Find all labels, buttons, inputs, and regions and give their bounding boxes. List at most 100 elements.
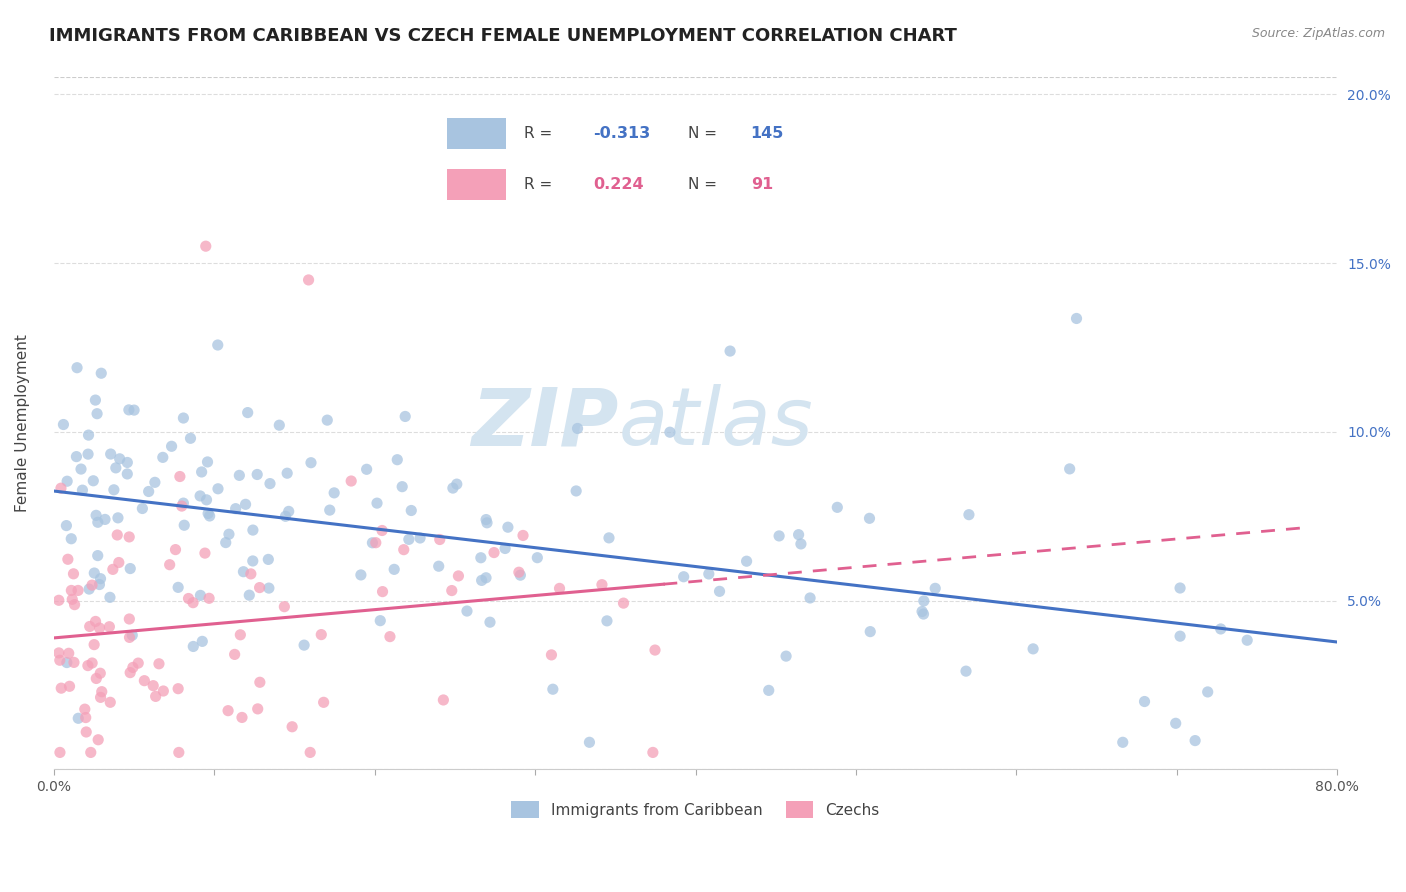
Point bbox=[89, 666, 111, 681]
Point bbox=[118, 403, 141, 417]
Point bbox=[378, 630, 401, 644]
Point bbox=[195, 492, 218, 507]
Point bbox=[77, 447, 100, 461]
Point bbox=[77, 582, 100, 596]
Point bbox=[48, 593, 70, 607]
Point bbox=[249, 675, 271, 690]
Point bbox=[80, 746, 103, 760]
Point bbox=[470, 550, 492, 565]
Point bbox=[100, 447, 122, 461]
Point bbox=[84, 672, 107, 686]
Point bbox=[118, 530, 141, 544]
Point bbox=[67, 711, 90, 725]
Point bbox=[152, 450, 174, 465]
Point bbox=[475, 516, 498, 530]
Point bbox=[84, 393, 107, 408]
Text: atlas: atlas bbox=[619, 384, 813, 462]
Point bbox=[398, 533, 420, 547]
Point bbox=[697, 566, 720, 581]
Point bbox=[197, 455, 219, 469]
Point bbox=[142, 679, 165, 693]
Point bbox=[75, 710, 97, 724]
Point bbox=[1168, 629, 1191, 643]
Point bbox=[173, 518, 195, 533]
Point bbox=[859, 624, 882, 639]
Point bbox=[190, 465, 212, 479]
Point bbox=[277, 504, 299, 518]
Point bbox=[58, 646, 80, 660]
Point bbox=[1197, 685, 1219, 699]
Point bbox=[790, 537, 813, 551]
Point bbox=[207, 338, 229, 352]
Point bbox=[440, 583, 463, 598]
Point bbox=[368, 614, 391, 628]
Point bbox=[118, 612, 141, 626]
Point bbox=[494, 541, 516, 556]
Point bbox=[709, 584, 731, 599]
Point bbox=[225, 501, 247, 516]
Point bbox=[371, 524, 394, 538]
Point bbox=[1133, 694, 1156, 708]
Point bbox=[246, 467, 269, 482]
Point bbox=[799, 591, 821, 605]
Point bbox=[104, 461, 127, 475]
Point bbox=[456, 604, 478, 618]
Legend: Immigrants from Caribbean, Czechs: Immigrants from Caribbean, Czechs bbox=[505, 795, 886, 824]
Point bbox=[89, 577, 111, 591]
Point bbox=[80, 578, 103, 592]
Point bbox=[475, 512, 498, 526]
Point bbox=[565, 483, 588, 498]
Point bbox=[165, 542, 187, 557]
Point bbox=[90, 690, 112, 705]
Point bbox=[340, 474, 363, 488]
Point bbox=[49, 481, 72, 495]
Point bbox=[49, 746, 72, 760]
Point bbox=[1236, 633, 1258, 648]
Point bbox=[475, 571, 498, 585]
Point bbox=[191, 634, 214, 648]
Point bbox=[75, 725, 97, 739]
Point bbox=[429, 533, 451, 547]
Point bbox=[242, 523, 264, 537]
Point bbox=[98, 591, 121, 605]
Point bbox=[641, 746, 664, 760]
Point bbox=[90, 684, 112, 698]
Point bbox=[427, 559, 450, 574]
Point bbox=[229, 628, 252, 642]
Point bbox=[612, 596, 634, 610]
Point bbox=[117, 455, 139, 469]
Point bbox=[83, 638, 105, 652]
Point bbox=[319, 503, 342, 517]
Point bbox=[120, 561, 142, 575]
Point bbox=[392, 542, 415, 557]
Point bbox=[232, 565, 254, 579]
Point bbox=[138, 484, 160, 499]
Point bbox=[87, 732, 110, 747]
Point bbox=[108, 451, 131, 466]
Point bbox=[316, 413, 339, 427]
Point bbox=[197, 507, 219, 521]
Point bbox=[84, 615, 107, 629]
Point bbox=[235, 497, 257, 511]
Point bbox=[387, 452, 409, 467]
Point bbox=[371, 584, 394, 599]
Point bbox=[198, 591, 221, 606]
Point bbox=[540, 648, 562, 662]
Point bbox=[312, 695, 335, 709]
Point bbox=[299, 456, 322, 470]
Point bbox=[67, 583, 90, 598]
Point bbox=[441, 481, 464, 495]
Point bbox=[276, 466, 298, 480]
Point bbox=[718, 344, 741, 359]
Point bbox=[56, 474, 79, 488]
Point bbox=[215, 535, 238, 549]
Point bbox=[401, 503, 423, 517]
Point bbox=[512, 528, 534, 542]
Point bbox=[105, 528, 128, 542]
Point bbox=[167, 681, 190, 696]
Point bbox=[768, 529, 790, 543]
Point bbox=[1168, 581, 1191, 595]
Point bbox=[911, 605, 934, 619]
Point bbox=[356, 462, 378, 476]
Point bbox=[1112, 735, 1135, 749]
